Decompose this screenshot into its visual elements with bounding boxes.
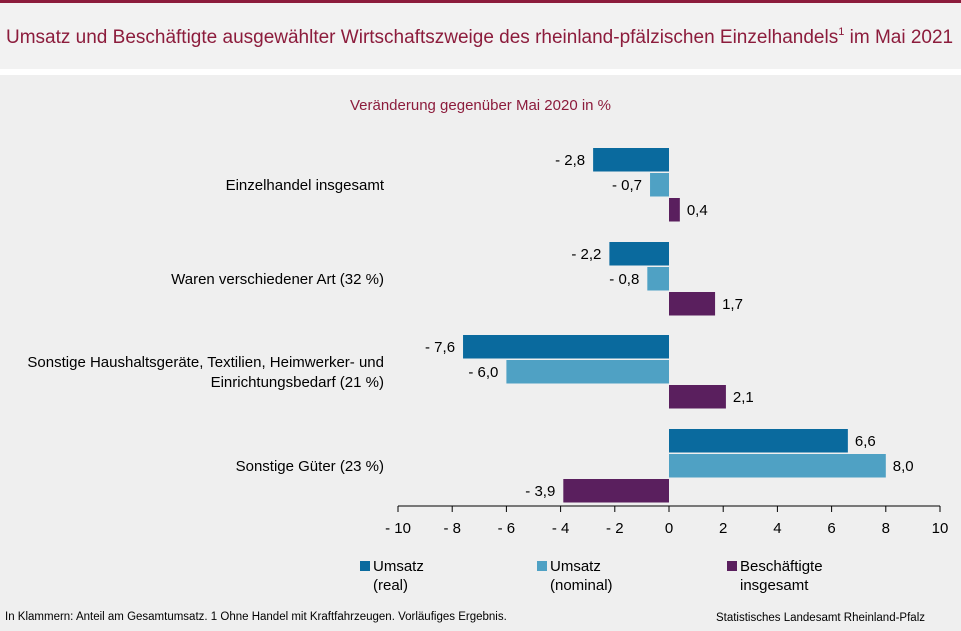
data-label: - 3,9: [525, 483, 555, 500]
data-label: 6,6: [855, 433, 876, 450]
x-tick-label: 0: [665, 520, 673, 537]
data-label: 1,7: [722, 296, 743, 313]
x-tick-label: - 4: [552, 520, 570, 537]
footnote: In Klammern: Anteil am Gesamtumsatz. 1 O…: [5, 611, 507, 623]
bar: [669, 292, 716, 316]
x-tick-label: 6: [827, 520, 835, 537]
category-label: Waren verschiedener Art (32 %): [171, 271, 384, 288]
bar: [463, 335, 669, 359]
bar: [647, 267, 669, 291]
data-label: 2,1: [733, 389, 754, 406]
bar: [506, 360, 669, 384]
bar: [669, 454, 886, 478]
bar: [609, 242, 669, 266]
x-tick-label: - 8: [443, 520, 461, 537]
legend-label-umsatz-real: Umsatz (real): [373, 558, 424, 594]
x-tick-label: 8: [882, 520, 890, 537]
chart-title-text: Umsatz und Beschäftigte ausgewählter Wir…: [6, 27, 839, 48]
chart-title: Umsatz und Beschäftigte ausgewählter Wir…: [6, 26, 954, 49]
legend-label-beschaeftigte: Beschäftigte insgesamt: [740, 558, 823, 594]
x-tick-label: 2: [719, 520, 727, 537]
x-tick-label: - 2: [606, 520, 624, 537]
x-tick-label: - 6: [498, 520, 516, 537]
data-label: 8,0: [893, 458, 914, 475]
title-bar: Umsatz und Beschäftigte ausgewählter Wir…: [0, 3, 961, 75]
legend-swatch-umsatz-nominal: [537, 561, 547, 571]
source-credit: Statistisches Landesamt Rheinland-Pfalz: [715, 612, 925, 624]
bar: [593, 148, 669, 172]
legend-swatch-beschaeftigte: [727, 561, 737, 571]
bar-chart: Einzelhandel insgesamt Waren verschiedene…: [27, 148, 949, 537]
bar: [669, 198, 680, 222]
top-rule: [0, 0, 961, 3]
bar: [650, 173, 669, 197]
data-label: - 0,8: [609, 271, 639, 288]
legend-swatch-umsatz-real: [360, 561, 370, 571]
data-label: 0,4: [687, 202, 708, 219]
x-tick-label: 10: [932, 520, 949, 537]
category-label: Einrichtungsbedarf (21 %): [211, 374, 384, 391]
data-label: - 7,6: [425, 339, 455, 356]
data-label: - 2,8: [555, 152, 585, 169]
bar: [669, 385, 726, 409]
data-label: - 0,7: [612, 177, 642, 194]
bar: [563, 479, 669, 503]
legend-label-umsatz-nominal: Umsatz (nominal): [550, 558, 613, 594]
chart-subtitle: Veränderung gegenüber Mai 2020 in %: [349, 97, 612, 114]
x-tick-label: 4: [773, 520, 781, 537]
title-footnote-mark: 1: [838, 26, 845, 38]
data-label: - 6,0: [468, 364, 498, 381]
bar: [669, 429, 848, 453]
category-label: Einzelhandel insgesamt: [226, 177, 385, 194]
x-tick-label: - 10: [385, 520, 411, 537]
category-label: Sonstige Haushaltsgeräte, Textilien, Hei…: [27, 354, 384, 371]
category-label: Sonstige Güter (23 %): [236, 458, 384, 475]
chart-title-suffix: im Mai 2021: [844, 27, 954, 48]
data-label: - 2,2: [571, 246, 601, 263]
